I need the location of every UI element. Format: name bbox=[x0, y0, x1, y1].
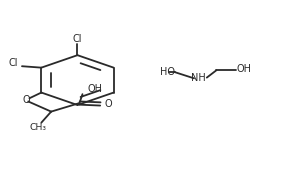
Text: NH: NH bbox=[191, 73, 206, 83]
Text: OH: OH bbox=[237, 64, 252, 74]
Text: O: O bbox=[22, 95, 30, 105]
Text: Cl: Cl bbox=[9, 58, 18, 68]
Text: CH₃: CH₃ bbox=[30, 124, 47, 132]
Text: OH: OH bbox=[87, 84, 102, 94]
Text: HO: HO bbox=[160, 67, 175, 77]
Text: Cl: Cl bbox=[73, 34, 82, 44]
Text: O: O bbox=[105, 99, 112, 109]
